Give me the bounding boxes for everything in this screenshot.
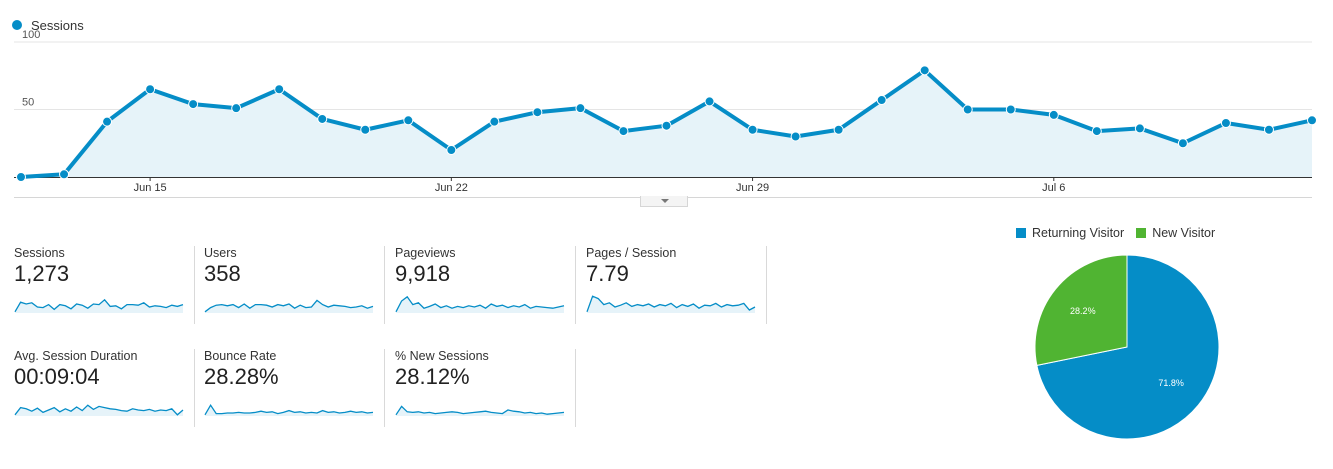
sessions-data-point[interactable] <box>790 131 801 142</box>
sessions-data-point[interactable] <box>1263 124 1274 135</box>
sparkline-line <box>204 299 374 313</box>
sessions-data-point[interactable] <box>661 120 672 131</box>
sessions-data-point[interactable] <box>1005 104 1016 115</box>
metric-pageviews[interactable]: Pageviews 9,918 <box>395 246 576 324</box>
metric-value: 28.12% <box>395 364 470 389</box>
metric-label: Users <box>204 246 237 260</box>
metric-value: 28.28% <box>204 364 279 389</box>
metric-sparkline <box>204 299 374 313</box>
metric-label: Pageviews <box>395 246 456 260</box>
sessions-area <box>21 70 1312 177</box>
sessions-data-point[interactable] <box>1307 115 1317 126</box>
metric-sparkline <box>586 295 756 313</box>
metric-sparkline <box>395 295 565 313</box>
sparkline-line <box>395 295 565 313</box>
sessions-data-point[interactable] <box>575 103 586 114</box>
pie-slice-label: 71.8% <box>1158 378 1184 388</box>
sessions-data-point[interactable] <box>618 126 629 137</box>
metric-label: Pages / Session <box>586 246 677 260</box>
new-visitor-label: New Visitor <box>1152 226 1216 240</box>
sessions-data-point[interactable] <box>145 84 156 95</box>
pie-legend: Returning Visitor New Visitor <box>1016 226 1227 240</box>
sessions-data-point[interactable] <box>833 124 844 135</box>
sparkline-area <box>15 299 183 313</box>
sessions-data-point[interactable] <box>446 145 457 155</box>
legend-returning-visitor: Returning Visitor <box>1016 226 1124 240</box>
sessions-data-point[interactable] <box>1048 109 1059 120</box>
x-tick-label: Jul 6 <box>1042 182 1065 194</box>
metric-label: % New Sessions <box>395 349 489 363</box>
sessions-data-point[interactable] <box>1177 138 1188 149</box>
metric-bounce-rate[interactable]: Bounce Rate 28.28% <box>204 349 385 427</box>
sessions-line-chart: 100 50 Jun 15 Jun 22 Jun 29 Jul 6 <box>14 29 1317 198</box>
sessions-data-point[interactable] <box>403 115 414 126</box>
sessions-data-point[interactable] <box>16 172 26 182</box>
metric-sessions[interactable]: Sessions 1,273 <box>14 246 195 324</box>
sessions-data-point[interactable] <box>532 107 543 118</box>
metric-sparkline <box>395 405 565 416</box>
sessions-data-point[interactable] <box>919 65 930 76</box>
metric-sparkline <box>14 298 184 313</box>
sparkline-area <box>396 296 564 313</box>
sessions-data-point[interactable] <box>360 124 371 135</box>
sessions-data-point[interactable] <box>274 84 285 95</box>
sparkline-line <box>14 298 184 313</box>
new-visitor-swatch <box>1136 228 1147 238</box>
sparkline-area <box>587 296 755 313</box>
metric-value: 1,273 <box>14 261 70 286</box>
sparkline-line <box>14 404 184 416</box>
x-tick-label: Jun 29 <box>736 182 769 194</box>
sessions-legend-dot <box>12 20 22 30</box>
sessions-data-point[interactable] <box>1134 123 1145 134</box>
metric-value: 358 <box>204 261 241 286</box>
legend-new-visitor: New Visitor <box>1136 226 1215 240</box>
sessions-data-point[interactable] <box>747 124 758 135</box>
metric-value: 7.79 <box>586 261 629 286</box>
metric-sparkline <box>14 404 184 416</box>
metric-sparkline <box>204 403 374 416</box>
sessions-data-point[interactable] <box>1091 126 1102 137</box>
sessions-legend-label: Sessions <box>31 17 84 33</box>
returning-visitor-label: Returning Visitor <box>1032 226 1125 240</box>
y-tick-label: 100 <box>22 29 40 41</box>
chart-legend: Sessions <box>12 16 84 34</box>
sparkline-area <box>205 300 373 313</box>
metric-value: 9,918 <box>395 261 451 286</box>
metric-label: Avg. Session Duration <box>14 349 138 363</box>
y-tick-label: 50 <box>22 97 34 109</box>
metric--new-sessions[interactable]: % New Sessions 28.12% <box>395 349 576 427</box>
metric-pages-session[interactable]: Pages / Session 7.79 <box>586 246 767 324</box>
visitor-type-pie-chart: 71.8% 28.2% <box>1034 254 1220 440</box>
sessions-data-point[interactable] <box>231 103 242 114</box>
sessions-data-point[interactable] <box>489 116 500 127</box>
x-tick-label: Jun 22 <box>435 182 468 194</box>
sessions-data-point[interactable] <box>962 104 973 115</box>
metric-label: Bounce Rate <box>204 349 277 363</box>
sparkline-line <box>204 403 374 416</box>
sessions-data-point[interactable] <box>317 113 328 124</box>
chevron-down-icon <box>661 199 669 203</box>
sessions-data-point[interactable] <box>704 96 715 107</box>
sparkline-area <box>15 405 183 416</box>
sessions-data-point[interactable] <box>102 116 113 127</box>
sparkline-line <box>586 295 756 313</box>
sparkline-line <box>395 405 565 416</box>
chart-collapse-toggle[interactable] <box>640 196 688 207</box>
metric-label: Sessions <box>14 246 65 260</box>
pie-slice-returning-visitor[interactable] <box>1036 254 1220 440</box>
sessions-data-point[interactable] <box>876 95 887 106</box>
metric-value: 00:09:04 <box>14 364 100 389</box>
sessions-data-point[interactable] <box>1220 118 1231 128</box>
metric-avg-session-duration[interactable]: Avg. Session Duration 00:09:04 <box>14 349 195 427</box>
pie-slice-label: 28.2% <box>1070 306 1096 316</box>
metric-users[interactable]: Users 358 <box>204 246 385 324</box>
pie-slice-new-visitor[interactable] <box>1034 254 1128 366</box>
returning-visitor-swatch <box>1016 228 1026 238</box>
x-tick-label: Jun 15 <box>134 182 167 194</box>
sessions-data-point[interactable] <box>188 99 199 110</box>
sessions-data-point[interactable] <box>59 169 70 180</box>
